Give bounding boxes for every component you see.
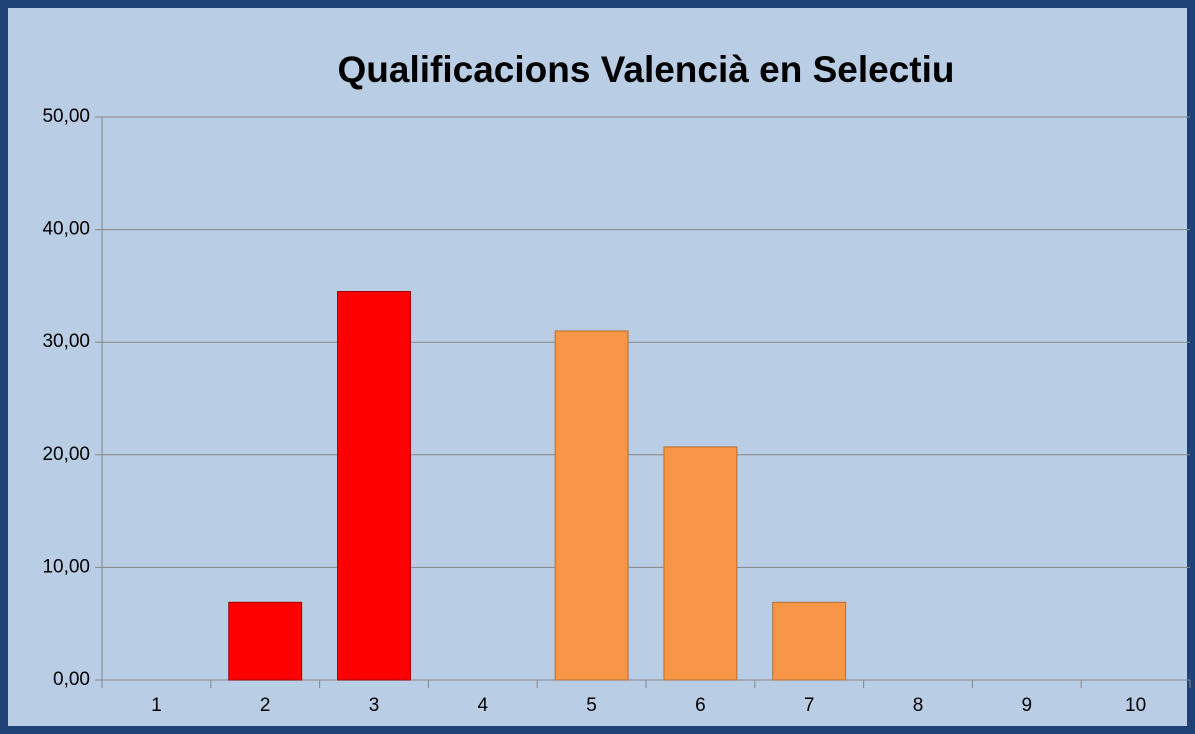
x-tick-label: 10 (1125, 695, 1146, 716)
x-tick-label: 7 (804, 695, 815, 716)
x-tick-label: 1 (151, 695, 162, 716)
x-tick-label: 6 (695, 695, 706, 716)
bar (772, 601, 847, 681)
x-tick-label: 3 (369, 695, 380, 716)
y-tick-label: 10,00 (42, 556, 90, 577)
y-tick-label: 20,00 (42, 444, 90, 465)
y-tick-label: 30,00 (42, 331, 90, 352)
bar (663, 446, 738, 681)
x-tick-label: 9 (1022, 695, 1033, 716)
bar (554, 330, 629, 681)
y-tick-label: 0,00 (53, 669, 90, 690)
y-tick-label: 50,00 (42, 106, 90, 127)
bar (228, 601, 303, 681)
x-tick-label: 8 (913, 695, 924, 716)
x-tick-label: 4 (478, 695, 489, 716)
bar (337, 291, 411, 681)
x-tick-label: 2 (260, 695, 271, 716)
x-tick-label: 5 (586, 695, 597, 716)
y-tick-label: 40,00 (42, 219, 90, 240)
chart-title: Qualificacions Valencià en Selectiu (338, 49, 955, 90)
